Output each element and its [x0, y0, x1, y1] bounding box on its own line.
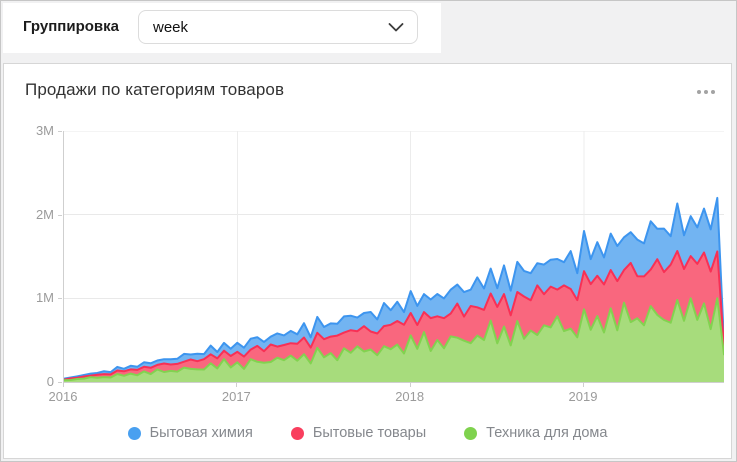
legend-dot-icon	[290, 426, 304, 440]
grouping-selected-value: week	[153, 18, 189, 36]
legend-label: Бытовая химия	[149, 425, 253, 441]
sales-area-chart[interactable]	[63, 131, 724, 383]
area-Техника для дома	[64, 298, 724, 382]
line-Техника для дома	[64, 297, 724, 382]
grouping-select[interactable]: week	[138, 10, 418, 44]
grouping-panel: Группировка week	[3, 3, 441, 53]
x-axis-tick	[583, 383, 584, 387]
legend-dot-icon	[127, 426, 141, 440]
y-axis-tick	[58, 214, 62, 216]
y-axis-tick-label: 3M	[35, 123, 54, 138]
line-Бытовые товары	[64, 250, 724, 381]
x-axis-tick-label: 2018	[395, 389, 425, 404]
legend-item[interactable]: Бытовая химия	[127, 425, 253, 441]
chart-legend: Бытовая химия Бытовые товары Техника для д…	[4, 425, 731, 441]
y-axis-tick-label: 0	[46, 374, 54, 389]
chart-title: Продажи по категориям товаров	[25, 80, 285, 99]
y-axis-tick	[58, 298, 62, 300]
x-axis-tick	[236, 383, 238, 387]
x-axis-tick	[63, 383, 64, 387]
ellipsis-icon	[697, 90, 701, 94]
x-axis-tick	[409, 383, 411, 387]
y-axis-tick	[58, 382, 62, 383]
chevron-down-icon	[388, 22, 404, 31]
legend-label: Техника для дома	[486, 425, 608, 441]
y-axis-tick-label: 1M	[35, 290, 54, 306]
y-axis-tick-label: 2M	[35, 206, 54, 222]
x-axis-tick-label: 2016	[48, 389, 78, 404]
legend-dot-icon	[464, 426, 478, 440]
grouping-label: Группировка	[23, 18, 119, 35]
legend-item[interactable]: Бытовые товары	[290, 425, 427, 441]
legend-item[interactable]: Техника для дома	[464, 425, 607, 441]
widget-menu-button[interactable]	[692, 84, 720, 100]
y-axis-tick	[58, 131, 62, 132]
chart-card: Продажи по категориям товаров 0 1M 2M 3M 201…	[3, 63, 732, 459]
legend-label: Бытовые товары	[312, 425, 427, 441]
x-axis-tick-label: 2017	[221, 389, 251, 404]
x-axis-tick-label: 2019	[568, 389, 598, 404]
line-Бытовая химия	[64, 196, 724, 380]
